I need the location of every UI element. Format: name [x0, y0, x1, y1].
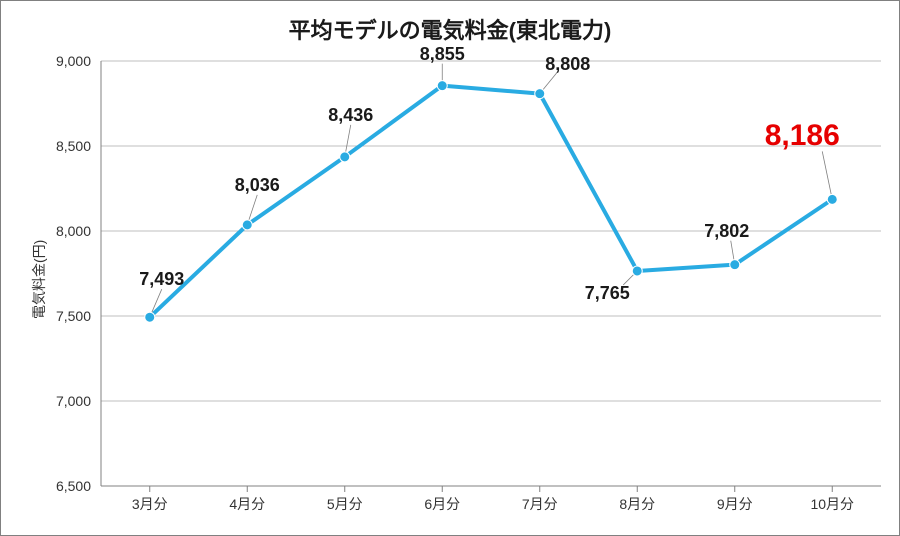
data-label: 8,808: [545, 54, 590, 75]
x-tick-label: 7月分: [522, 494, 558, 514]
line-chart: 平均モデルの電気料金(東北電力) 電気料金(円) 6,5007,0007,500…: [0, 0, 900, 536]
y-tick-label: 9,000: [56, 53, 91, 69]
x-tick-label: 9月分: [717, 494, 753, 514]
y-tick-label: 7,500: [56, 308, 91, 324]
data-label: 7,765: [585, 283, 630, 304]
y-tick-label: 8,500: [56, 138, 91, 154]
data-label: 8,855: [420, 44, 465, 65]
x-tick-label: 10月分: [810, 494, 854, 514]
x-tick-label: 4月分: [229, 494, 265, 514]
data-label: 8,436: [328, 105, 373, 126]
data-label: 7,493: [139, 269, 184, 290]
x-tick-label: 8月分: [619, 494, 655, 514]
chart-canvas: [1, 1, 900, 536]
y-tick-label: 7,000: [56, 393, 91, 409]
y-tick-label: 8,000: [56, 223, 91, 239]
data-label-highlight: 8,186: [765, 119, 840, 153]
data-label: 8,036: [235, 175, 280, 196]
x-tick-label: 6月分: [424, 494, 460, 514]
y-tick-label: 6,500: [56, 478, 91, 494]
x-tick-label: 3月分: [132, 494, 168, 514]
x-tick-label: 5月分: [327, 494, 363, 514]
data-label: 7,802: [704, 221, 749, 242]
